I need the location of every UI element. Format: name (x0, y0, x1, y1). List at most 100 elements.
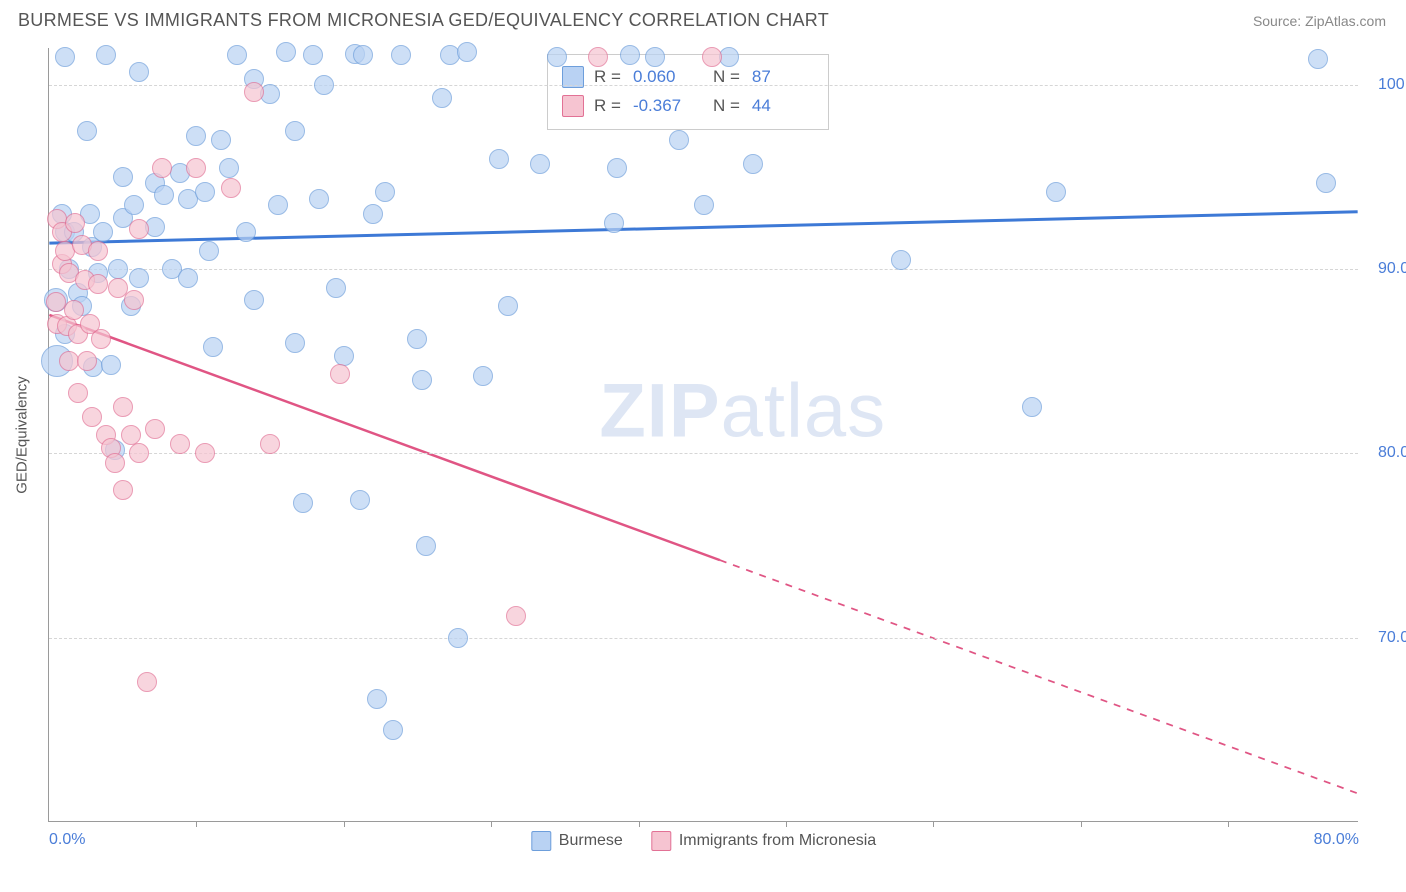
legend-n-value: 87 (752, 63, 814, 92)
legend-n-value: 44 (752, 92, 814, 121)
data-point (154, 185, 174, 205)
y-axis-label: GED/Equivalency (14, 376, 31, 494)
data-point (113, 167, 133, 187)
data-point (891, 250, 911, 270)
data-point (268, 195, 288, 215)
data-point (1022, 397, 1042, 417)
legend-r-label: R = (594, 63, 621, 92)
data-point (124, 195, 144, 215)
data-point (309, 189, 329, 209)
data-point (260, 434, 280, 454)
data-point (105, 453, 125, 473)
y-tick-label: 70.0% (1360, 629, 1406, 647)
y-tick-label: 80.0% (1360, 444, 1406, 462)
plot-area: ZIPatlas R =0.060N =87R =-0.367N =44 Bur… (48, 48, 1358, 822)
chart-header: BURMESE VS IMMIGRANTS FROM MICRONESIA GE… (0, 0, 1406, 37)
x-tick-mark (1228, 821, 1229, 827)
legend-swatch (562, 95, 584, 117)
data-point (195, 182, 215, 202)
data-point (607, 158, 627, 178)
data-point (129, 219, 149, 239)
data-point (186, 158, 206, 178)
data-point (77, 121, 97, 141)
x-tick-mark (344, 821, 345, 827)
legend-label: Immigrants from Micronesia (679, 832, 876, 850)
legend-label: Burmese (559, 832, 623, 850)
data-point (152, 158, 172, 178)
legend-item: Immigrants from Micronesia (651, 831, 876, 851)
y-tick-label: 90.0% (1360, 260, 1406, 278)
data-point (65, 213, 85, 233)
y-tick-label: 100.0% (1360, 76, 1406, 94)
data-point (96, 45, 116, 65)
data-point (178, 268, 198, 288)
data-point (285, 333, 305, 353)
data-point (498, 296, 518, 316)
data-point (244, 290, 264, 310)
data-point (620, 45, 640, 65)
data-point (1046, 182, 1066, 202)
legend-swatch (651, 831, 671, 851)
data-point (407, 329, 427, 349)
data-point (88, 274, 108, 294)
x-tick-mark (491, 821, 492, 827)
series-legend: Burmese Immigrants from Micronesia (531, 831, 876, 851)
data-point (276, 42, 296, 62)
data-point (473, 366, 493, 386)
data-point (227, 45, 247, 65)
gridline (49, 638, 1358, 639)
legend-swatch (531, 831, 551, 851)
data-point (46, 292, 66, 312)
data-point (64, 300, 84, 320)
data-point (170, 434, 190, 454)
data-point (330, 364, 350, 384)
x-tick-mark (1081, 821, 1082, 827)
data-point (137, 672, 157, 692)
legend-n-label: N = (713, 63, 740, 92)
legend-row: R = 0.060 N = 87 (562, 63, 814, 92)
data-point (303, 45, 323, 65)
x-tick-mark (639, 821, 640, 827)
x-tick-mark (786, 821, 787, 827)
gridline (49, 453, 1358, 454)
data-point (113, 397, 133, 417)
data-point (68, 383, 88, 403)
data-point (1308, 49, 1328, 69)
data-point (326, 278, 346, 298)
data-point (145, 419, 165, 439)
x-tick-mark (196, 821, 197, 827)
data-point (236, 222, 256, 242)
data-point (219, 158, 239, 178)
data-point (350, 490, 370, 510)
data-point (124, 290, 144, 310)
data-point (59, 351, 79, 371)
x-tick-mark (933, 821, 934, 827)
x-tick-label: 0.0% (49, 831, 85, 849)
legend-n-label: N = (713, 92, 740, 121)
legend-item: Burmese (531, 831, 623, 851)
data-point (702, 47, 722, 67)
data-point (694, 195, 714, 215)
data-point (367, 689, 387, 709)
data-point (285, 121, 305, 141)
data-point (113, 480, 133, 500)
legend-r-label: R = (594, 92, 621, 121)
data-point (91, 329, 111, 349)
data-point (353, 45, 373, 65)
data-point (82, 407, 102, 427)
data-point (743, 154, 763, 174)
gridline (49, 269, 1358, 270)
data-point (314, 75, 334, 95)
data-point (588, 47, 608, 67)
legend-r-value: -0.367 (633, 92, 695, 121)
trend-line-dashed (720, 560, 1358, 793)
data-point (211, 130, 231, 150)
data-point (448, 628, 468, 648)
data-point (457, 42, 477, 62)
data-point (101, 355, 121, 375)
data-point (530, 154, 550, 174)
data-point (547, 47, 567, 67)
watermark: ZIPatlas (599, 368, 886, 455)
legend-r-value: 0.060 (633, 63, 695, 92)
x-tick-label: 80.0% (1314, 831, 1359, 849)
